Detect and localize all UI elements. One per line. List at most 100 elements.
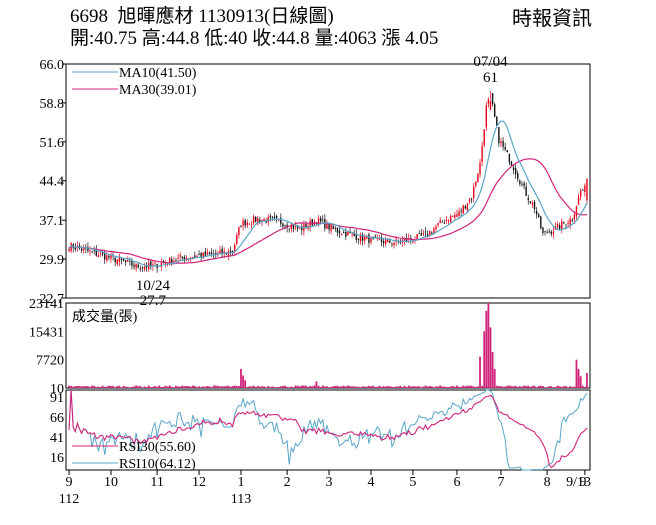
candle-body [221,248,223,255]
volume-bar [391,386,393,388]
candle-body [489,100,492,110]
volume-bar [292,387,295,388]
candle-body [254,216,257,222]
candle-body [292,224,295,229]
candle-body [208,252,211,255]
volume-bar [372,385,374,388]
volume-bar [143,386,146,388]
volume-bar [80,386,83,388]
candle-body [483,129,485,146]
candle-body [523,183,525,186]
candle-body [584,185,586,192]
candle-body [145,265,148,268]
candle-body [152,264,154,266]
volume-bar [497,386,500,388]
volume-panel-frame [65,302,591,389]
volume-bar [124,386,127,388]
volume-bar [191,385,194,388]
candle-body [487,99,490,104]
candle-body [586,178,588,201]
volume-bar [386,386,389,388]
volume-bar [340,386,343,388]
candle-body [485,105,488,128]
candle-body [361,234,364,241]
candle-body [544,231,546,232]
volume-bar [518,386,521,388]
volume-bar [477,386,479,388]
volume-bar [418,386,421,388]
volume-bar [426,386,429,388]
volume-bar [206,385,209,388]
volume-bar [537,385,540,388]
volume-bar [87,386,89,388]
open-value: 40.75 [94,28,138,49]
volume-bar [84,385,87,388]
candle-body [171,259,173,264]
volume-bar [447,387,450,388]
volume-bar [172,387,175,388]
month-label: 7 [497,475,504,490]
volume-bar [105,386,108,388]
volume-bar [72,386,75,388]
volume-bar [363,386,366,388]
volume-bar [548,386,551,388]
candle-body [168,257,171,265]
candle-body [110,254,112,259]
candle-body [347,231,349,236]
volume-bar [489,327,492,388]
candle-body [150,261,152,266]
candle-body [412,241,414,243]
volume-bar [472,386,475,388]
volume-bar [575,359,578,388]
volume-bar [485,310,488,388]
volume-bar [152,386,154,388]
candle-body [68,248,70,251]
volume-bar [510,386,513,388]
candle-body [95,248,98,256]
volume-bar [336,385,339,388]
volume-bar [193,385,196,388]
volume-bar [210,387,213,388]
candle-body [206,252,209,255]
volume-bar [376,386,379,388]
volume-bar [225,386,228,388]
volume-bar [479,356,481,388]
volume-bar [181,385,184,388]
volume-bar [263,386,265,388]
volume-bar [177,386,179,388]
price-ytick-label: 58.8 [40,97,65,112]
volume-bar [583,386,586,388]
volume-bar [76,385,79,388]
candle-body [143,266,146,270]
candle-body [93,249,95,251]
candle-body [87,247,89,252]
candle-body [519,180,521,184]
volume-bar [311,386,314,388]
chart-kind: (日線圖) [264,6,334,27]
volume-bar [145,386,148,388]
candle-body [493,104,496,117]
volume-bar [502,386,504,388]
volume-bar [256,385,259,388]
candle-body [384,239,387,245]
volume-bar [571,386,574,388]
volume-bar [353,386,356,388]
candle-body [164,262,167,265]
volume-bar [349,386,351,388]
candle-body [141,267,144,269]
volume-bar [347,385,349,388]
volume-bar [521,386,523,388]
volume-bar [164,385,167,388]
rsi-panel: 91 66 41 16 RSI30(55.60) RSI10(64.12) [50,389,588,472]
volume-bar [166,386,169,388]
volume-bar [393,387,395,388]
volume-bar [271,386,274,388]
candle-body [74,246,77,250]
volume-bar [464,386,467,388]
volume-bar [481,385,484,388]
month-label: 9 [579,475,586,490]
candle-body [510,161,513,166]
volume-bar [103,386,106,388]
volume-bar [466,385,469,388]
candle-body [294,225,297,227]
